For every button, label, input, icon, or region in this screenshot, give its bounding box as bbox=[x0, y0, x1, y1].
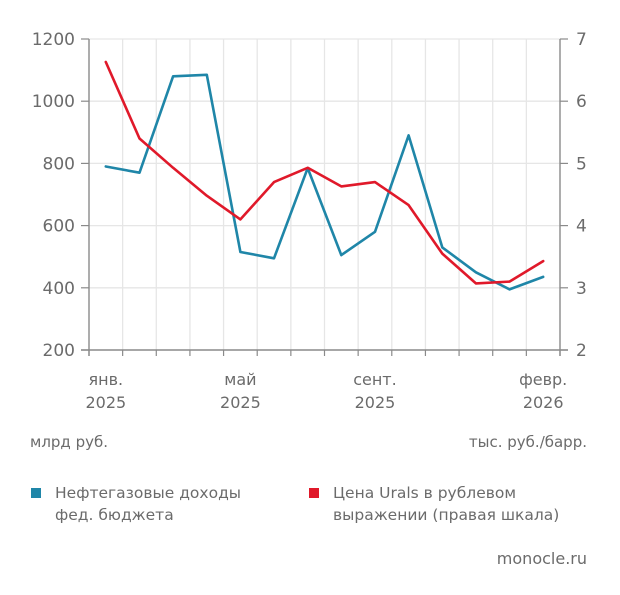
right-axis-tick-label: 2 bbox=[576, 341, 587, 361]
right-axis-tick-label: 3 bbox=[576, 279, 587, 299]
oil-gas-revenue-line bbox=[104, 73, 545, 291]
legend-item-oil-gas-revenue: Нефтегазовые доходы фед. бюджета bbox=[31, 482, 241, 526]
x-axis-tick-year: 2025 bbox=[220, 393, 261, 412]
left-axis-tick-label: 400 bbox=[43, 279, 75, 299]
right-axis-tick-label: 4 bbox=[576, 217, 587, 237]
left-axis-unit: млрд руб. bbox=[30, 433, 108, 451]
x-axis-tick-year: 2025 bbox=[355, 393, 396, 412]
gridlines bbox=[89, 38, 560, 350]
x-axis-ticks: янв. 2025 май 2025 сент. 2025 февр. 2026 bbox=[85, 350, 567, 412]
legend-label: Цена Urals в рублевом выражении (правая … bbox=[333, 484, 560, 524]
x-axis-tick-year: 2025 bbox=[85, 393, 126, 412]
x-axis-tick-label: май bbox=[224, 370, 256, 389]
left-axis-tick-label: 1000 bbox=[32, 92, 75, 112]
right-axis-unit: тыс. руб./барр. bbox=[468, 433, 587, 451]
left-axis-tick-label: 200 bbox=[43, 341, 75, 361]
series-lines bbox=[104, 60, 545, 291]
legend-swatch-red bbox=[309, 488, 319, 498]
right-axis-tick-label: 7 bbox=[576, 30, 587, 50]
left-axis-tick-label: 800 bbox=[43, 154, 75, 174]
left-axis-ticks: 200 400 600 800 1000 1200 bbox=[32, 30, 89, 361]
right-axis-tick-label: 5 bbox=[576, 154, 587, 174]
x-axis-tick-label: февр. bbox=[519, 370, 567, 389]
x-axis-tick-label: янв. bbox=[89, 370, 124, 389]
legend-item-urals-price: Цена Urals в рублевом выражении (правая … bbox=[309, 482, 559, 526]
legend-label: Нефтегазовые доходы фед. бюджета bbox=[55, 484, 242, 524]
legend-swatch-blue bbox=[31, 488, 41, 498]
left-axis-tick-label: 1200 bbox=[32, 30, 75, 50]
line-chart: 200 400 600 800 1000 1200 2 3 4 5 6 7 янв. 2025 май 2… bbox=[32, 30, 587, 412]
right-axis-tick-label: 6 bbox=[576, 92, 587, 112]
right-axis-ticks: 2 3 4 5 6 7 bbox=[560, 30, 587, 361]
urals-price-line bbox=[104, 60, 545, 285]
source-credit: monocle.ru bbox=[496, 549, 587, 568]
x-axis-tick-label: сент. bbox=[353, 370, 397, 389]
x-axis-tick-year: 2026 bbox=[523, 393, 564, 412]
left-axis-tick-label: 600 bbox=[43, 217, 75, 237]
